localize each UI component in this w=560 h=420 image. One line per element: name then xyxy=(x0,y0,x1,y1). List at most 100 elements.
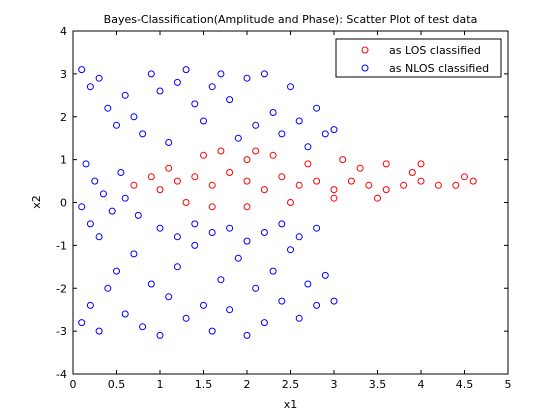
los-point-12 xyxy=(382,186,390,194)
los-point-29 xyxy=(243,203,251,211)
nlos-point-46 xyxy=(130,250,138,258)
los-point-15 xyxy=(434,181,442,189)
nlos-point-50 xyxy=(165,293,173,301)
los-point-19 xyxy=(417,160,425,168)
nlos-point-4 xyxy=(113,121,120,129)
x-tick-label-1: 0.5 xyxy=(108,378,126,391)
nlos-point-13 xyxy=(191,100,199,108)
nlos-point-48 xyxy=(147,280,155,288)
nlos-point-19 xyxy=(243,74,251,82)
los-point-28 xyxy=(208,203,216,211)
los-point-3 xyxy=(226,169,234,176)
los-point-23 xyxy=(269,151,277,159)
nlos-point-20 xyxy=(252,121,260,129)
nlos-point-17 xyxy=(226,96,234,104)
legend-marker-los xyxy=(361,46,369,54)
y-tick-label-6: 2 xyxy=(60,111,67,124)
y-tick-label-0: -4 xyxy=(56,368,67,381)
nlos-point-18 xyxy=(234,134,242,142)
nlos-point-59 xyxy=(243,331,251,339)
los-point-11 xyxy=(365,181,373,189)
y-tick-label-3: -1 xyxy=(56,239,67,252)
los-point-14 xyxy=(417,177,425,185)
nlos-point-35 xyxy=(121,194,129,202)
nlos-point-49 xyxy=(156,331,164,339)
nlos-point-42 xyxy=(95,327,103,335)
legend: as LOS classified as NLOS classified xyxy=(335,38,502,78)
nlos-point-36 xyxy=(134,211,142,219)
nlos-point-43 xyxy=(104,284,112,292)
x-tick-label-3: 1.5 xyxy=(195,378,213,391)
nlos-point-25 xyxy=(295,117,303,125)
los-point-0 xyxy=(173,177,181,185)
nlos-point-60 xyxy=(252,284,260,292)
nlos-point-7 xyxy=(139,130,147,138)
nlos-point-16 xyxy=(217,70,225,78)
los-point-16 xyxy=(452,181,460,189)
nlos-point-27 xyxy=(313,104,321,112)
los-point-38 xyxy=(339,156,347,164)
plot-points xyxy=(78,66,477,339)
nlos-point-62 xyxy=(269,267,277,275)
nlos-point-57 xyxy=(226,306,234,314)
y-tick-label-5: 1 xyxy=(60,154,67,167)
x-tick-label-0: 0 xyxy=(70,378,77,391)
nlos-point-61 xyxy=(260,319,268,327)
nlos-point-40 xyxy=(78,319,86,327)
y-tick-label-2: -2 xyxy=(56,282,67,295)
x-tick-label-5: 2.5 xyxy=(282,378,300,391)
nlos-point-45 xyxy=(121,310,129,318)
plot-frame xyxy=(72,30,509,375)
los-point-25 xyxy=(356,164,364,172)
nlos-point-11 xyxy=(173,78,181,86)
nlos-point-55 xyxy=(208,327,216,335)
y-tick-label-7: 3 xyxy=(60,68,67,81)
nlos-point-75 xyxy=(243,237,251,245)
los-point-22 xyxy=(243,156,251,164)
nlos-point-21 xyxy=(260,70,268,78)
nlos-point-34 xyxy=(117,169,125,176)
los-point-4 xyxy=(243,177,251,185)
nlos-point-41 xyxy=(86,301,94,309)
axis-ticks: 0 0.5 1 1.5 2 2.5 3 3.5 4 4.5 5 -4 -3 -2 -1 0 1 2 3 4 xyxy=(56,25,511,391)
nlos-point-64 xyxy=(287,246,294,254)
nlos-point-53 xyxy=(191,241,199,249)
y-tick-label-4: 0 xyxy=(60,197,67,210)
nlos-point-54 xyxy=(200,301,207,309)
nlos-point-1 xyxy=(86,83,94,91)
los-point-32 xyxy=(374,194,381,202)
nlos-point-74 xyxy=(226,224,234,232)
los-point-2 xyxy=(208,181,216,189)
nlos-point-37 xyxy=(86,220,94,228)
nlos-point-31 xyxy=(91,177,99,185)
nlos-point-78 xyxy=(295,233,303,241)
nlos-point-8 xyxy=(147,70,155,78)
x-tick-label-4: 2 xyxy=(244,378,251,391)
nlos-point-12 xyxy=(182,66,190,74)
nlos-point-5 xyxy=(121,91,129,99)
los-point-33 xyxy=(130,181,138,189)
y-tick-label-8: 4 xyxy=(60,25,67,38)
nlos-point-0 xyxy=(78,66,86,74)
los-point-24 xyxy=(304,160,312,168)
nlos-point-6 xyxy=(130,113,138,121)
los-point-21 xyxy=(217,147,225,155)
nlos-point-69 xyxy=(330,297,338,305)
x-axis-label: x1 xyxy=(284,398,298,411)
los-point-7 xyxy=(295,181,303,189)
los-point-35 xyxy=(156,186,164,194)
nlos-point-10 xyxy=(165,139,173,146)
los-point-9 xyxy=(330,186,338,194)
los-point-30 xyxy=(287,199,294,206)
nlos-point-44 xyxy=(113,267,120,275)
los-point-37 xyxy=(382,160,390,168)
x-tick-label-8: 4 xyxy=(418,378,425,391)
los-point-1 xyxy=(191,173,199,181)
nlos-point-63 xyxy=(278,297,286,305)
nlos-point-72 xyxy=(191,220,199,228)
y-tick-label-1: -3 xyxy=(56,325,67,338)
los-point-34 xyxy=(147,173,155,181)
legend-label-los: as LOS classified xyxy=(389,44,481,57)
nlos-point-22 xyxy=(269,109,277,116)
